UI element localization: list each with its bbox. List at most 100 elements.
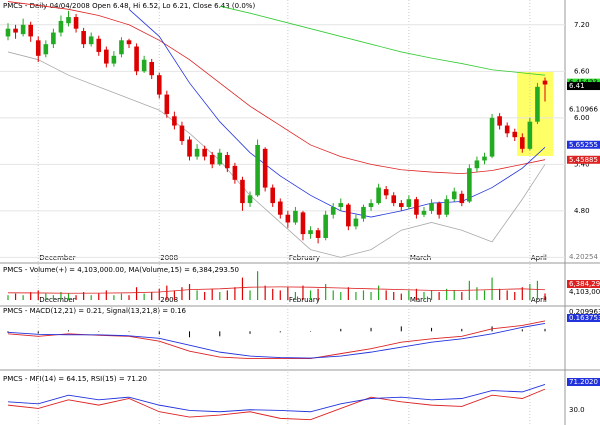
price-tag-label: 5.45885 xyxy=(569,156,598,164)
candle-body xyxy=(489,117,495,157)
volume-bar xyxy=(529,284,531,300)
candle-body xyxy=(436,203,442,215)
value-tag-label: 71.2020 xyxy=(569,378,598,386)
price-tag xyxy=(567,105,600,114)
candle-body xyxy=(73,17,79,29)
macd-histogram xyxy=(521,329,523,332)
y-tick-label: 4.80 xyxy=(574,207,590,215)
volume-bar xyxy=(332,290,334,300)
indicator-line xyxy=(7,322,546,359)
volume-bar xyxy=(272,288,274,300)
candle-body xyxy=(338,203,344,207)
volume-bar xyxy=(143,293,145,300)
volume-bar xyxy=(279,290,281,300)
macd-histogram xyxy=(37,331,39,334)
volume-header: PMCS - Volume(+) = 4,103,000.00, MA(Volu… xyxy=(3,266,239,274)
x-tick-label: April xyxy=(531,254,547,262)
volume-bar xyxy=(83,292,85,300)
volume-bar xyxy=(45,293,47,300)
value-tag xyxy=(567,406,600,414)
candle-body xyxy=(285,214,291,223)
volume-bar xyxy=(52,295,54,300)
indicator-line xyxy=(7,388,546,421)
candle-body xyxy=(126,40,132,45)
volume-bar xyxy=(415,288,418,300)
volume-bar xyxy=(491,277,493,300)
candle-body xyxy=(172,116,177,126)
value-tag-label: 30.0 xyxy=(569,406,585,414)
volume-bar xyxy=(536,280,539,300)
value-tag-label: 0.209963 xyxy=(569,308,600,316)
value-tag xyxy=(567,378,600,386)
macd-histogram xyxy=(128,331,130,332)
volume-bar xyxy=(544,293,546,300)
candle-body xyxy=(141,59,147,72)
volume-bar xyxy=(241,277,244,300)
volume-bar xyxy=(181,287,183,300)
main-header: PMCS - Daily 04/04/2008 Open 6.48, Hi 6.… xyxy=(3,2,255,10)
candle-body xyxy=(368,203,374,207)
volume-bar xyxy=(453,290,455,300)
macd-histogram xyxy=(68,330,70,332)
volume-ma xyxy=(7,286,546,294)
candle-body xyxy=(497,116,502,126)
price-tag-label: 6.41 xyxy=(569,82,585,90)
volume-bar xyxy=(393,292,395,300)
volume-bar xyxy=(75,295,77,300)
volume-bar xyxy=(196,290,198,300)
y-tick-label: 6.00 xyxy=(574,114,590,122)
candle-body xyxy=(330,206,336,215)
volume-bar xyxy=(287,287,289,300)
candle-body xyxy=(187,139,192,157)
x-tick-label: March xyxy=(410,254,431,262)
candle-body xyxy=(482,156,487,161)
price-tag xyxy=(567,253,600,262)
candle-body xyxy=(149,62,155,76)
candle-body xyxy=(35,40,41,56)
x-tick-label: December xyxy=(39,296,75,304)
macd-histogram xyxy=(544,328,546,332)
candle-body xyxy=(300,212,306,235)
candle-body xyxy=(542,80,548,85)
volume-bar xyxy=(173,290,175,300)
candle-body xyxy=(270,187,276,204)
volume-bar xyxy=(461,292,463,300)
volume-bar xyxy=(151,292,153,300)
macd-histogram xyxy=(158,331,160,335)
moving-average xyxy=(7,51,546,258)
volume-bar xyxy=(385,290,387,300)
macd-histogram xyxy=(461,328,463,332)
volume-bar xyxy=(37,290,39,300)
volume-bar xyxy=(476,287,478,300)
volume-bar xyxy=(204,292,206,300)
candle-body xyxy=(293,210,298,223)
volume-bar xyxy=(256,271,259,300)
candle-body xyxy=(225,155,230,169)
value-tag xyxy=(567,288,600,296)
candle-body xyxy=(323,214,328,238)
candle-body xyxy=(81,31,86,45)
candle-body xyxy=(13,28,18,33)
volume-bar xyxy=(483,290,486,300)
candle-body xyxy=(429,203,434,211)
candle-body xyxy=(512,131,518,138)
volume-bar xyxy=(506,290,508,300)
y-tick-label: 6.60 xyxy=(574,67,590,75)
indicator-line xyxy=(7,384,546,413)
volume-bar xyxy=(309,290,312,300)
price-tag-label: 4.20254 xyxy=(569,253,598,261)
macd-histogram xyxy=(310,331,312,332)
x-tick-label: December xyxy=(39,254,75,262)
value-tag xyxy=(567,280,600,288)
candle-body xyxy=(262,148,268,188)
volume-bar xyxy=(120,293,123,300)
candle-body xyxy=(520,137,525,149)
macd-histogram xyxy=(431,327,433,332)
candle-body xyxy=(51,32,56,45)
volume-bar xyxy=(98,293,100,300)
candle-body xyxy=(255,144,260,196)
candle-body xyxy=(398,203,404,207)
indicator-line xyxy=(7,320,546,360)
candle-body xyxy=(104,49,109,64)
candle-body xyxy=(361,206,366,219)
